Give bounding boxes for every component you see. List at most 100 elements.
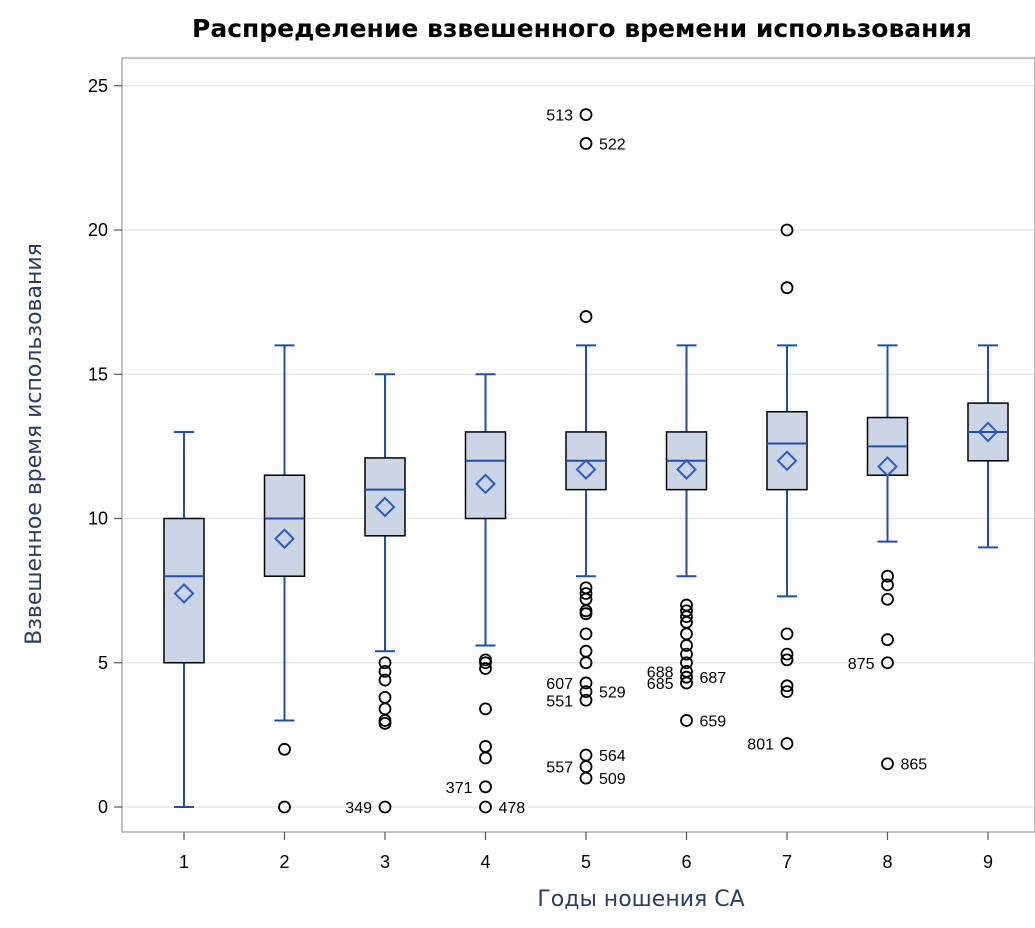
outlier-point [680,639,693,652]
outlier-point [579,137,593,150]
x-tick-label: 4 [480,852,490,872]
outlier-point [881,578,894,592]
box-group-9 [967,344,1009,549]
outlier-point [479,656,492,670]
outlier-point [579,760,593,774]
x-tick-label: 5 [581,852,591,872]
outlier-point [780,685,794,698]
outlier-point [579,310,593,323]
y-axis-label: Взвешенное время использования [22,243,47,645]
y-axis: 0 5 10 15 20 25 [88,76,122,817]
box-group-6: 688 687 685 659 [647,344,727,730]
box-group-2 [263,344,306,814]
outlier-point [579,627,593,641]
outlier-label: 529 [599,685,626,702]
outlier-point [780,647,794,661]
mean-marker [575,459,597,480]
outlier-point [780,653,794,667]
outlier-point [378,690,392,704]
outlier-point [579,644,593,658]
y-tick-label: 15 [88,364,108,384]
y-tick-label: 5 [98,653,108,673]
mean-marker [374,496,396,518]
plot-area-frame [121,57,1035,833]
outlier-point [378,673,392,687]
outlier-label: 564 [599,748,626,765]
outlier-point [579,771,593,785]
outlier-label: 688 [647,664,674,681]
x-tick-label: 8 [882,852,892,872]
outlier-point [579,656,593,670]
outlier-label: 659 [700,713,727,730]
outlier-label: 687 [700,670,727,687]
outlier-point [479,702,492,716]
outlier-point [378,800,392,814]
outlier-point [881,656,894,670]
x-tick-label: 3 [380,852,390,872]
outlier-point [780,627,794,641]
outlier-point [278,742,291,756]
box-iqr [263,474,306,577]
x-tick-label: 2 [279,852,289,872]
outlier-label: 522 [599,136,626,153]
outlier-point [579,607,593,621]
outlier-point [680,670,693,684]
mean-marker [977,421,999,443]
outlier-point [881,757,894,771]
x-tick-label: 7 [782,852,792,872]
outlier-point [780,223,794,237]
box-group-3: 349 [345,373,406,817]
outlier-point [378,716,392,730]
outlier-point [680,610,693,623]
x-axis: 1 2 3 4 5 6 7 8 9 [179,832,993,872]
outlier-point [881,633,894,647]
mean-marker [676,459,697,480]
outlier-point [479,800,492,814]
box-group-4: 371 478 [446,373,526,817]
mean-marker [274,528,295,550]
box-group-5: 513 522 607 529 551 564 557 509 [546,108,626,789]
outlier-label: 349 [345,800,372,817]
y-tick-label: 0 [98,797,108,817]
outlier-point [579,748,593,762]
outlier-point [680,647,693,661]
mean-marker [475,473,496,495]
outlier-point [278,800,291,814]
outlier-label: 875 [848,656,875,673]
outlier-point [579,693,593,707]
x-tick-label: 6 [681,852,691,872]
outlier-label: 509 [599,771,626,788]
outlier-point [780,737,794,750]
x-tick-label: 1 [179,852,189,872]
outlier-point [479,751,492,765]
outlier-point [579,108,593,121]
outlier-point [881,569,894,583]
outlier-point [680,627,693,641]
box-group-7: 801 [747,223,808,754]
outlier-point [378,665,392,678]
outlier-point [378,656,392,670]
outlier-point [780,679,794,693]
x-axis-label: Годы ношения СА [537,887,744,912]
box-iqr [163,517,205,664]
outlier-point [579,676,593,690]
mean-marker [776,450,798,472]
y-tick-label: 20 [88,220,108,240]
outlier-point [479,662,492,675]
outlier-point [378,702,392,716]
outlier-point [780,281,794,295]
y-tick-label: 10 [88,509,108,529]
y-tick-label: 25 [88,76,108,96]
outlier-point [579,587,593,600]
outlier-point [680,656,693,670]
outlier-point [479,740,492,753]
outlier-point [680,714,693,727]
outlier-label: 557 [546,760,573,777]
box-group-8: 875 865 [848,344,927,774]
outlier-label: 801 [747,737,774,754]
outlier-label: 607 [546,676,573,693]
outlier-point [881,592,894,606]
outlier-label: 478 [499,800,526,817]
chart-title: Распределение взвешенного времени исполь… [192,14,972,43]
